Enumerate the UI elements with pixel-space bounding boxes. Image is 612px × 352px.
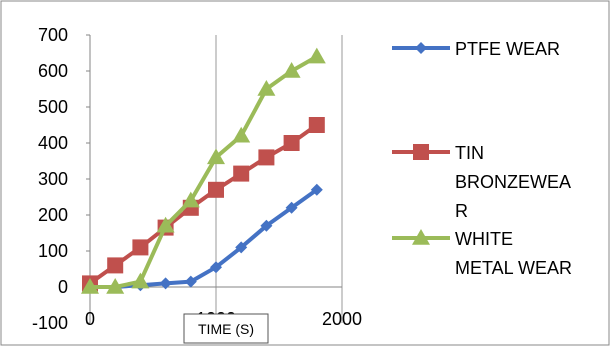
data-point — [233, 166, 249, 182]
legend-label: R — [455, 201, 468, 221]
legend-label: WHITE — [455, 229, 513, 249]
y-tick-label: 600 — [38, 61, 68, 81]
data-point — [309, 117, 325, 133]
y-tick-label: 500 — [38, 97, 68, 117]
x-axis-title-group: TIME (S) — [184, 314, 268, 343]
y-tick-label: 200 — [38, 205, 68, 225]
y-tick-label: 400 — [38, 133, 68, 153]
data-point — [107, 257, 123, 273]
y-tick-label: 700 — [38, 25, 68, 45]
y-tick-label: 100 — [38, 241, 68, 261]
y-tick-label: 0 — [58, 277, 68, 297]
legend-swatch-marker — [413, 144, 429, 160]
legend-label: PTFE WEAR — [455, 39, 560, 59]
data-point — [284, 135, 300, 151]
y-tick-label: -100 — [32, 313, 68, 333]
data-point — [258, 149, 274, 165]
legend-label: BRONZEWEA — [455, 172, 571, 192]
data-point — [208, 182, 224, 198]
x-tick-label: 2000 — [322, 309, 362, 329]
data-point — [132, 239, 148, 255]
legend-label: METAL WEAR — [455, 258, 572, 278]
y-tick-label: 300 — [38, 169, 68, 189]
x-tick-label: 0 — [85, 309, 95, 329]
x-axis-title: TIME (S) — [198, 321, 254, 337]
legend-label: TIN — [455, 143, 484, 163]
